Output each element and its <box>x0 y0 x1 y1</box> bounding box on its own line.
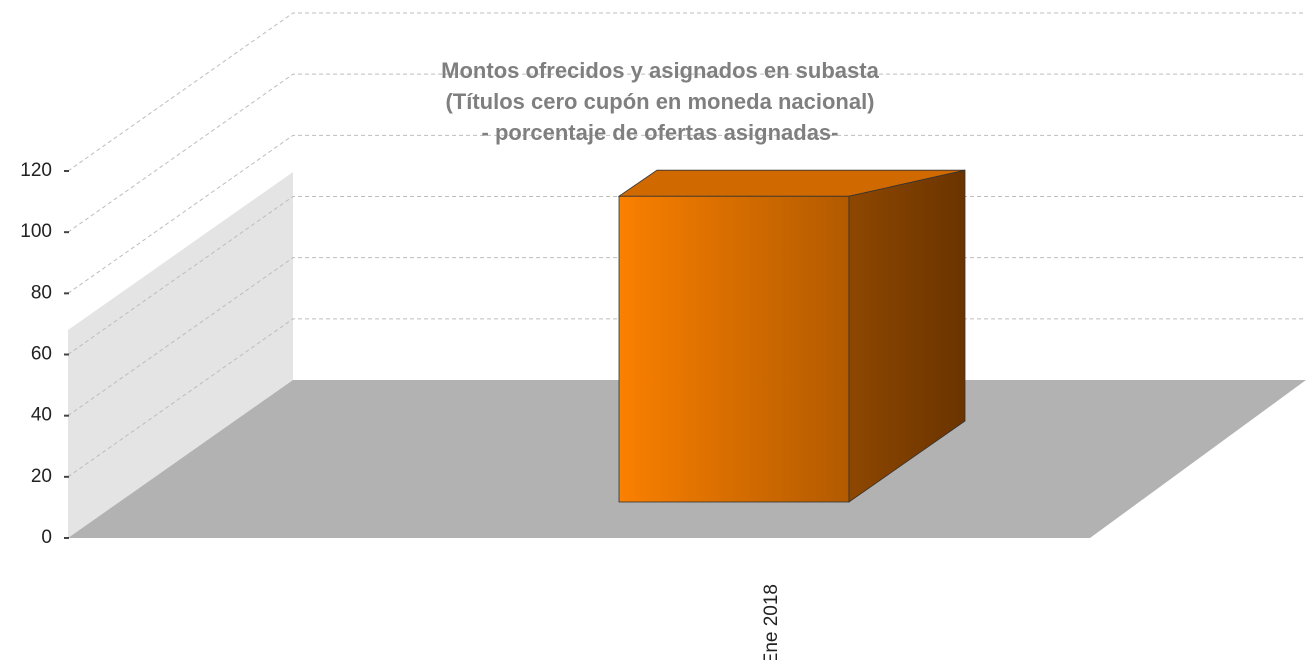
grid-line <box>67 134 1306 294</box>
y-tick-label: 20 <box>31 466 52 487</box>
grid-line <box>67 196 1306 355</box>
grid-line <box>67 12 1306 172</box>
y-tick-label: 80 <box>31 282 52 303</box>
y-tick-label: 120 <box>20 160 52 181</box>
x-tick-label: Ene 2018 <box>761 584 782 660</box>
chart-title: Montos ofrecidos y asignados en subasta <box>441 58 879 83</box>
y-tick-label: 100 <box>20 221 52 242</box>
grid-line <box>67 73 1306 233</box>
grid-line <box>67 318 1306 478</box>
side-wall <box>68 172 293 538</box>
y-tick-label: 0 <box>41 527 52 548</box>
chart-title: (Títulos cero cupón en moneda nacional) <box>445 89 874 114</box>
y-tick-label: 60 <box>31 344 52 365</box>
bar-top <box>617 169 966 197</box>
chart-title: - porcentaje de ofertas asignadas- <box>482 120 839 145</box>
bar-front <box>618 195 850 503</box>
y-tick-label: 40 <box>31 405 52 426</box>
grid-line <box>67 257 1306 417</box>
